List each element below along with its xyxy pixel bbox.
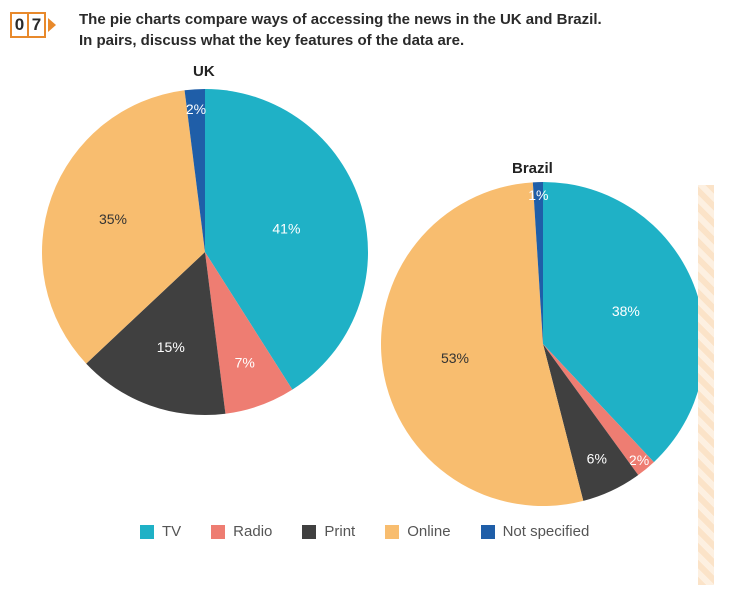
uk-slice-label-tv: 41%	[272, 220, 300, 236]
brazil-slice-print	[543, 344, 639, 501]
uk-slice-tv	[205, 89, 368, 390]
legend-label: Online	[407, 523, 451, 540]
legend-swatch	[385, 524, 400, 539]
brazil-slice-label-tv: 38%	[612, 303, 640, 319]
exercise-number: 0 7	[10, 12, 46, 38]
instructions-line-2: In pairs, discuss what the key features …	[79, 32, 465, 49]
exercise-badge: 0 7	[10, 12, 56, 38]
legend-item-tv: TV	[140, 523, 181, 540]
instructions: The pie charts compare ways of accessing…	[79, 9, 699, 51]
legend-item-radio: Radio	[211, 523, 272, 540]
brazil-slice-not-specified	[532, 182, 543, 344]
uk-chart-title: UK	[193, 63, 215, 80]
uk-slice-radio	[205, 252, 293, 414]
exercise-digit: 0	[12, 14, 27, 36]
brazil-slice-tv	[543, 182, 705, 463]
uk-slice-label-online: 35%	[99, 211, 127, 227]
brazil-slice-label-online: 53%	[441, 350, 469, 366]
legend-swatch	[140, 524, 154, 539]
legend-swatch	[211, 524, 226, 539]
legend-label: Radio	[233, 523, 273, 540]
exercise-digit: 7	[27, 14, 44, 36]
legend-label: Not specified	[502, 523, 590, 540]
brazil-slice-radio	[543, 344, 654, 476]
brazil-chart-title: Brazil	[512, 160, 553, 177]
legend-item-online: Online	[385, 523, 451, 540]
legend-label: Print	[324, 523, 356, 540]
legend-item-not-specified: Not specified	[480, 523, 590, 540]
uk-slice-label-print: 15%	[157, 339, 185, 355]
brazil-slice-label-radio: 2%	[629, 452, 649, 468]
uk-slice-online	[42, 90, 205, 364]
brazil-slice-label-not-specified: 1%	[528, 187, 548, 203]
brazil-pie-chart: 38% 2% 6% 53% 1%	[380, 182, 705, 507]
brazil-slice-online	[380, 182, 584, 507]
uk-pie-chart: 41% 7% 15% 35% 2%	[42, 89, 368, 415]
decorative-side-strip	[698, 185, 714, 585]
brazil-slice-label-print: 6%	[587, 450, 607, 466]
legend: TV Radio Print Online Not specified	[140, 523, 619, 540]
legend-swatch	[480, 524, 495, 539]
uk-slice-label-radio: 7%	[235, 354, 255, 370]
legend-label: TV	[162, 523, 182, 540]
uk-slice-label-not-specified: 2%	[186, 101, 206, 117]
legend-swatch	[302, 524, 317, 539]
instructions-line-1: The pie charts compare ways of accessing…	[79, 11, 602, 28]
uk-slice-not-specified	[184, 89, 205, 252]
uk-slice-print	[86, 252, 226, 415]
legend-item-print: Print	[302, 523, 355, 540]
play-arrow-icon	[48, 18, 56, 32]
